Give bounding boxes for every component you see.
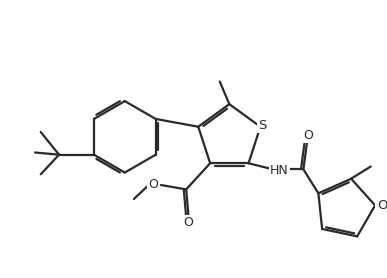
Text: O: O (183, 216, 193, 229)
Text: O: O (148, 178, 158, 191)
Text: HN: HN (270, 164, 289, 177)
Text: S: S (258, 119, 266, 132)
Text: O: O (303, 129, 313, 142)
Text: O: O (377, 199, 387, 212)
